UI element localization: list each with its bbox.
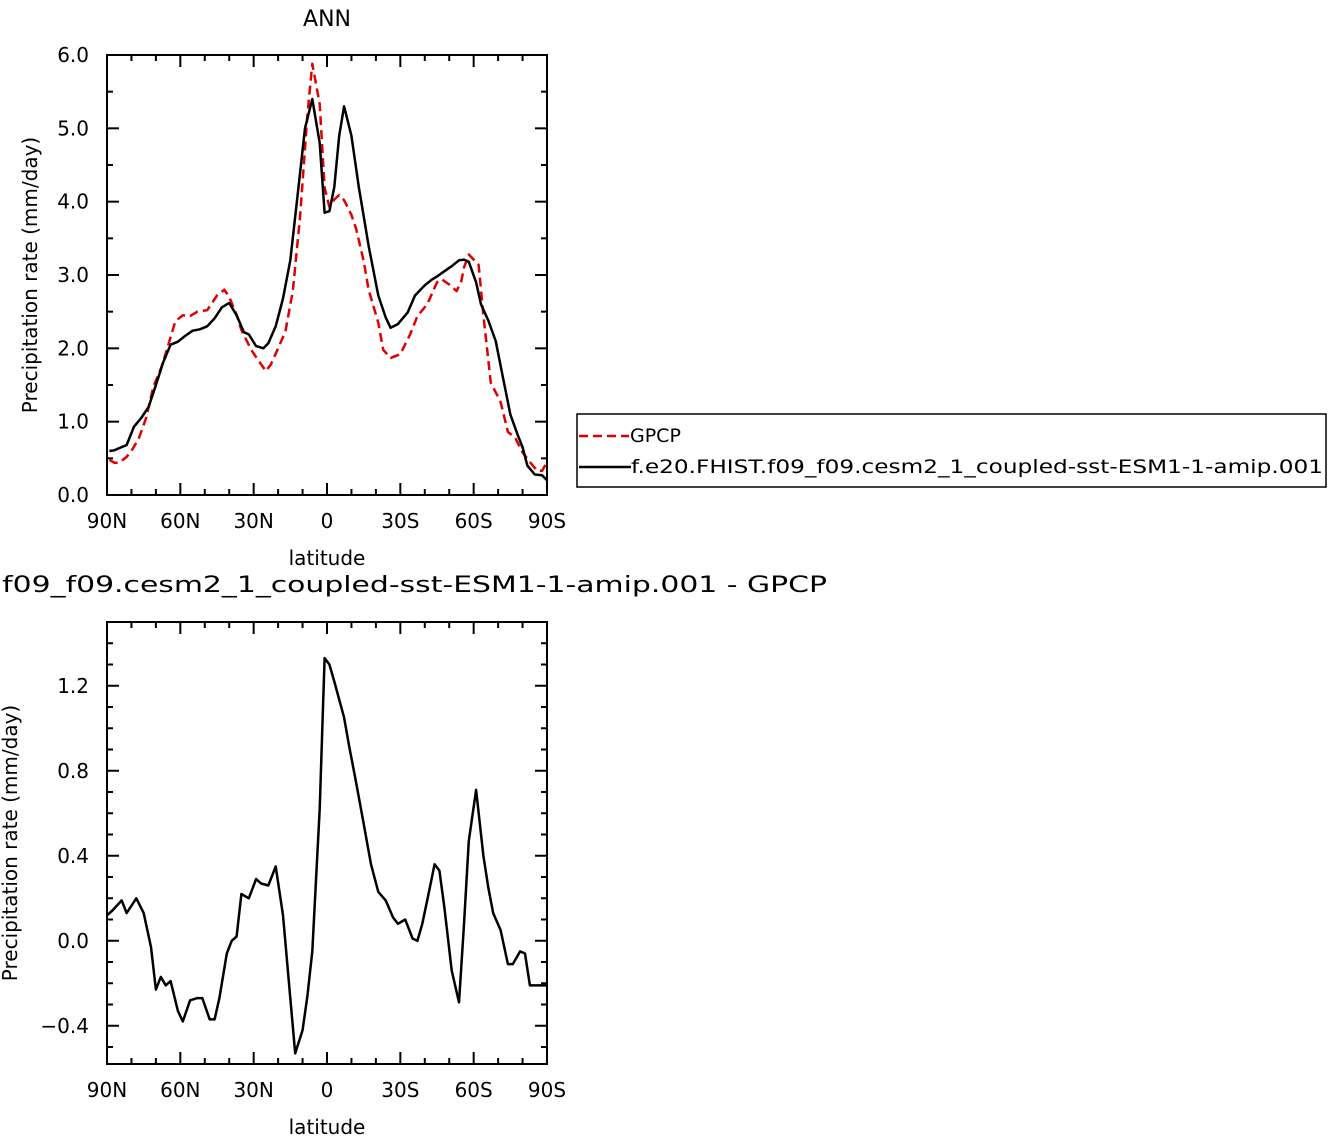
y-tick-label: 5.0 xyxy=(57,116,89,140)
bot-series-line-0 xyxy=(106,656,547,1055)
y-tick-label: −0.4 xyxy=(40,1014,89,1038)
bottom-chart-title: f.e20.FHIST.f09_f09.cesm2_1_coupled-sst-… xyxy=(0,573,827,598)
top-chart: ANN 90N 60N 30N 0 30S 60S 90S 0.0 1.0 2.0 3.0 4.0 5… xyxy=(18,7,1327,570)
y-tick-label: 0.0 xyxy=(57,483,89,507)
x-tick-label: 30N xyxy=(233,1078,273,1102)
x-tick-label: 30S xyxy=(381,509,419,533)
y-tick-label: 0.0 xyxy=(57,929,89,953)
y-tick-label: 1.0 xyxy=(57,410,89,434)
x-tick-label: 90N xyxy=(87,509,127,533)
top-series-line-1 xyxy=(109,97,548,482)
bottom-x-axis-label: latitude xyxy=(289,1115,366,1139)
top-x-axis-label: latitude xyxy=(289,546,366,570)
y-tick-label: 6.0 xyxy=(57,43,89,67)
x-tick-label: 90S xyxy=(528,1078,566,1102)
x-tick-label: 60S xyxy=(455,509,493,533)
bottom-chart: f.e20.FHIST.f09_f09.cesm2_1_coupled-sst-… xyxy=(0,573,827,1139)
legend-frame xyxy=(576,413,1327,488)
y-tick-label: 4.0 xyxy=(57,190,89,214)
top-chart-title: ANN xyxy=(303,7,351,32)
x-tick-label: 60N xyxy=(160,1078,200,1102)
y-tick-label: 0.8 xyxy=(57,759,89,783)
x-tick-label: 90N xyxy=(87,1078,127,1102)
x-tick-label: 60S xyxy=(455,1078,493,1102)
top-axis-ticks xyxy=(106,54,548,495)
top-series-group xyxy=(108,62,549,482)
top-x-tick-labels: 90N 60N 30N 0 30S 60S 90S xyxy=(87,509,566,533)
top-y-axis-label: Precipitation rate (mm/day) xyxy=(18,137,42,413)
x-tick-label: 0 xyxy=(321,1078,334,1102)
bottom-y-tick-labels: −0.4 0.0 0.4 0.8 1.2 xyxy=(40,674,89,1038)
x-tick-label: 30N xyxy=(233,509,273,533)
x-tick-label: 90S xyxy=(528,509,566,533)
bottom-series-group xyxy=(106,656,547,1055)
legend-label-gpcp: GPCP xyxy=(630,425,681,447)
y-tick-label: 2.0 xyxy=(57,336,89,360)
bottom-y-axis-label: Precipitation rate (mm/day) xyxy=(0,705,22,981)
legend-label-model: f.e20.FHIST.f09_f09.cesm2_1_coupled-sst-… xyxy=(631,456,1323,478)
x-tick-label: 30S xyxy=(381,1078,419,1102)
top-legend: GPCP f.e20.FHIST.f09_f09.cesm2_1_coupled… xyxy=(576,413,1327,488)
x-tick-label: 60N xyxy=(160,509,200,533)
y-tick-label: 0.4 xyxy=(57,844,89,868)
bottom-x-tick-labels: 90N 60N 30N 0 30S 60S 90S xyxy=(87,1078,566,1102)
y-tick-label: 1.2 xyxy=(57,674,89,698)
x-tick-label: 0 xyxy=(321,509,334,533)
y-tick-label: 3.0 xyxy=(57,263,89,287)
top-y-tick-labels: 0.0 1.0 2.0 3.0 4.0 5.0 6.0 xyxy=(57,43,89,507)
bottom-axis-ticks xyxy=(106,621,548,1064)
